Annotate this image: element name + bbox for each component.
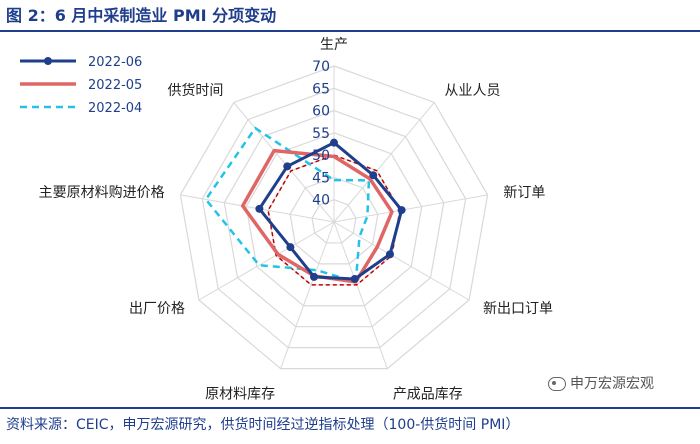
grid-spoke (333, 194, 488, 223)
series-point (350, 274, 359, 283)
tick-label: 45 (312, 170, 330, 186)
grid-ring-40 (311, 199, 357, 244)
watermark-text: 申万宏源宏观 (570, 376, 654, 392)
grid-spoke (333, 221, 470, 301)
chart-legend: 2022-06 2022-05 2022-04 (20, 55, 142, 116)
tick-label: 65 (312, 81, 330, 97)
legend-label: 2022-06 (88, 55, 142, 70)
series-point (283, 162, 292, 171)
tick-label: 50 (312, 148, 330, 164)
series-point (255, 204, 264, 213)
grid-ring-65 (201, 87, 467, 349)
wechat-icon (548, 377, 566, 391)
series-point (330, 138, 338, 147)
grid-spoke (333, 221, 388, 369)
tick-label: 70 (312, 59, 330, 75)
axis-label: 生产 (320, 37, 348, 53)
grid-spoke (280, 221, 335, 369)
source-note: 资料来源：CEIC，申万宏源研究，供货时间经过逆指标处理（100-供货时间 PM… (6, 417, 520, 433)
watermark: 申万宏源宏观 (548, 374, 654, 394)
series-point (286, 243, 295, 252)
grid-spoke (198, 221, 335, 301)
series-line-benchmark (267, 154, 401, 286)
grid-spoke (333, 102, 435, 223)
axis-label: 主要原材料购进价格 (39, 185, 165, 201)
series-point (310, 272, 319, 281)
series-line-2022-06 (257, 141, 404, 281)
series-point (385, 250, 394, 259)
tick-label: 40 (312, 193, 330, 209)
axis-label: 新出口订单 (483, 301, 553, 317)
axis-label: 出厂价格 (129, 301, 185, 317)
axis-label: 供货时间 (167, 82, 223, 99)
axis-label: 新订单 (503, 185, 545, 201)
tick-label: 55 (312, 126, 330, 142)
legend-label: 2022-05 (88, 78, 142, 93)
legend-label: 2022-04 (88, 101, 142, 116)
tick-label: 60 (312, 104, 330, 120)
axis-label: 产成品库存 (393, 387, 463, 403)
figure-title: 图 2：6 月中采制造业 PMI 分项变动 (6, 6, 277, 25)
series-point (397, 206, 406, 215)
title-divider (0, 30, 700, 32)
legend-marker (44, 57, 52, 65)
axis-label: 原材料库存 (205, 387, 275, 403)
grid-ring-45 (289, 176, 379, 265)
radar-grid (179, 65, 489, 370)
grid-spoke (233, 102, 335, 223)
grid-ring-55 (245, 132, 423, 307)
grid-ring-60 (223, 109, 445, 328)
series-line-2022-04 (204, 126, 371, 284)
axis-label: 从业人员 (445, 83, 501, 99)
source-divider (0, 407, 700, 409)
series-point (369, 171, 378, 180)
radar-series (204, 126, 406, 286)
grid-ring-70 (179, 65, 489, 370)
